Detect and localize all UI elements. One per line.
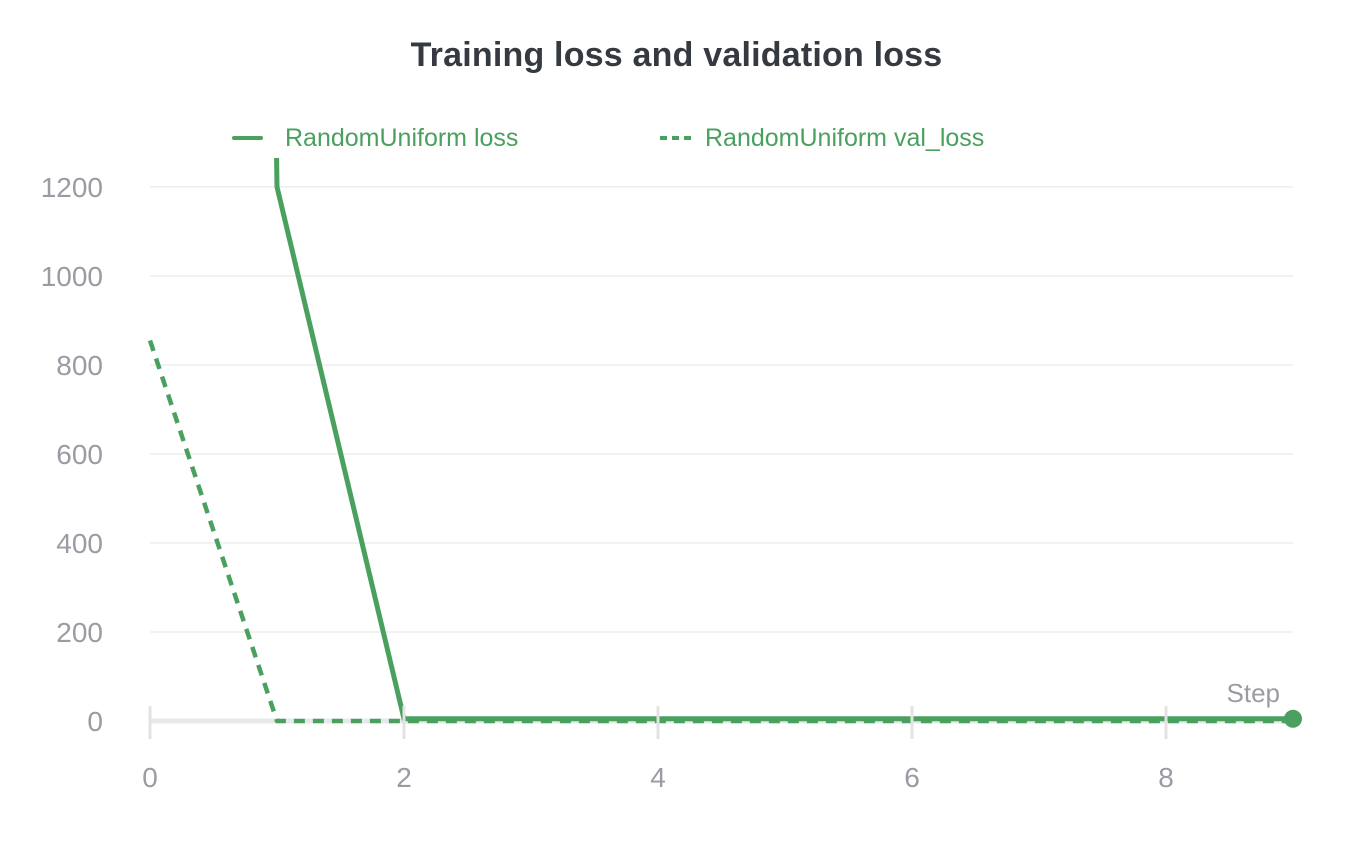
series-line-loss: [274, 158, 1293, 722]
legend-label-loss: RandomUniform loss: [285, 123, 519, 152]
y-tick-label: 800: [56, 350, 103, 381]
y-tick-label: 200: [56, 617, 103, 648]
solid-line-icon: [232, 136, 263, 140]
legend-label-val-loss: RandomUniform val_loss: [705, 123, 985, 152]
series-line-val-loss: [147, 339, 1293, 724]
dashed-line-icon: [660, 136, 691, 140]
x-tick-label: 4: [650, 762, 666, 793]
legend-item-loss[interactable]: RandomUniform loss: [232, 122, 518, 154]
x-tick-label: 2: [396, 762, 412, 793]
legend: RandomUniform loss RandomUniform val_los…: [0, 122, 1353, 156]
y-tick-label: 400: [56, 528, 103, 559]
x-tick-label: 0: [142, 762, 158, 793]
chart-title: Training loss and validation loss: [410, 36, 943, 74]
legend-item-val-loss[interactable]: RandomUniform val_loss: [660, 122, 984, 154]
y-tick-label: 1200: [41, 172, 103, 203]
y-tick-label: 1000: [41, 261, 103, 292]
last-point-dot: [1284, 709, 1302, 728]
y-tick-label: 0: [87, 706, 103, 737]
x-axis-label: Step: [1227, 678, 1281, 708]
x-tick-label: 6: [904, 762, 920, 793]
y-tick-label: 600: [56, 439, 103, 470]
x-tick-label: 8: [1158, 762, 1174, 793]
